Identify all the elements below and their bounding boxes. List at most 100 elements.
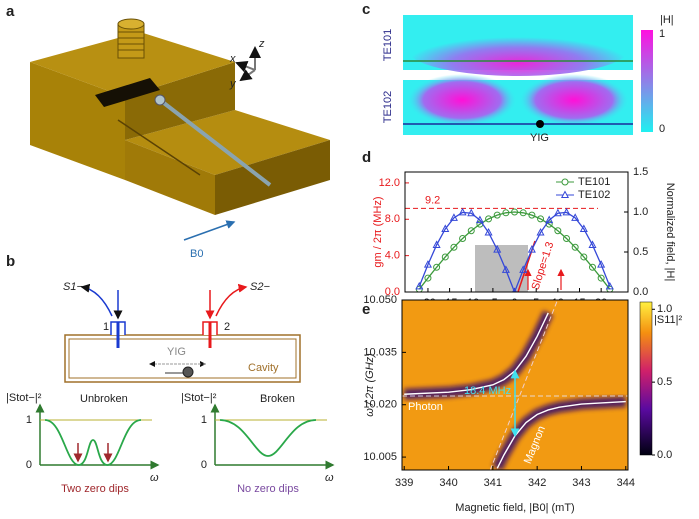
y-tick-label: 0 [201,459,207,471]
marker [519,209,527,217]
marker [458,207,467,216]
colorbar-label: |H| [660,14,674,26]
axis-label: y [229,78,237,90]
marker [475,215,484,224]
output-arrow [215,283,248,317]
marker [501,265,510,273]
axis-arrow [239,69,256,82]
x-label: ω [150,472,159,484]
plot-title: Broken [260,393,295,405]
colorbar-tick: 1 [659,28,665,40]
field-intensity [408,24,628,76]
cavity-wall [64,334,301,383]
magnon-line [489,300,559,470]
marker [588,263,596,271]
port-number: 2 [224,321,230,333]
mode-label: TE101 [382,29,394,61]
marker [537,215,545,223]
series-line [418,211,611,292]
y-tick-label: 1 [201,414,207,426]
colorbar [641,30,653,132]
highlight-region [475,245,528,292]
y2-tick-label: 0.5 [633,246,648,258]
series-line [496,400,626,469]
cavity-label: Cavity [248,362,279,374]
series-line [404,312,549,395]
caption: No zero dips [237,483,299,495]
annotation: Slope=1.3 [530,240,557,291]
marker [519,265,528,273]
reference-label: 9.2 [425,194,440,206]
groove [117,119,201,176]
marker [562,207,571,216]
marker [579,224,588,232]
plot-title: Unbroken [80,393,128,405]
marker [553,208,562,217]
marker [484,227,493,236]
marker [571,213,580,221]
y2-tick-label: 0.0 [633,286,648,298]
port-signal: S2− [250,281,270,293]
gap-label: 18.4 MHz [464,385,511,397]
screw-top [117,18,145,30]
y2-tick-label: 1.0 [633,206,648,218]
port-number: 1 [103,321,109,333]
y-tick-label: 8.0 [385,213,400,225]
y2-tick-label: 1.5 [633,166,648,178]
field-intensity [519,74,629,126]
marker [571,243,579,251]
x-tick-label: 339 [395,477,413,489]
y-label: ω / 2π (GHz) [364,353,376,417]
axis-label: x [229,53,236,65]
x-label: Magnetic field, |B0| (mT) [455,502,574,514]
marker [450,243,458,251]
face [125,62,235,140]
y-label: |Stot−|² [6,392,42,404]
marker [545,215,554,224]
yig-label: YIG [530,132,549,144]
cavity-drawing [30,18,330,241]
cavity-wall [68,338,297,379]
y-tick-label: 0.0 [385,286,400,298]
marker [597,274,605,282]
face [30,32,235,97]
colorbar-label: |S11|² [654,314,682,326]
rod-end [154,94,166,106]
plot-frame [404,171,629,293]
cavity-diagram [35,283,335,470]
spectrum [219,419,317,457]
y-label: gm / 2π (MHz) [372,196,384,267]
y-tick-label: 12.0 [379,177,400,189]
thread [118,31,144,51]
marker [433,263,441,271]
y-label: |Stot−|² [181,392,217,404]
panel-label: d [362,149,371,166]
marker [449,213,458,221]
marker [502,209,510,217]
marker [511,208,519,216]
x-tick-label: 342 [528,477,546,489]
colorbar-tick: 0 [659,123,665,135]
yig-sphere [182,366,194,378]
marker [588,240,597,248]
marker [580,253,588,261]
face [125,140,215,215]
x-label: ω [325,472,334,484]
marker [527,245,536,253]
marker [536,227,545,236]
marker [424,274,432,282]
field-intensity [407,74,517,126]
marker [441,253,449,261]
y-tick-label: 10.050 [363,294,397,306]
panel-label: a [6,3,15,20]
yig-sphere [536,120,544,128]
y-tick-label: 1 [26,414,32,426]
marker [493,211,501,219]
y-tick-label: 10.035 [363,346,397,358]
panel-label: b [6,253,15,270]
colorbar-tick-label: 0.5 [657,376,672,388]
face [215,140,330,215]
marker [467,208,476,217]
marker [423,260,432,268]
marker [459,234,467,242]
